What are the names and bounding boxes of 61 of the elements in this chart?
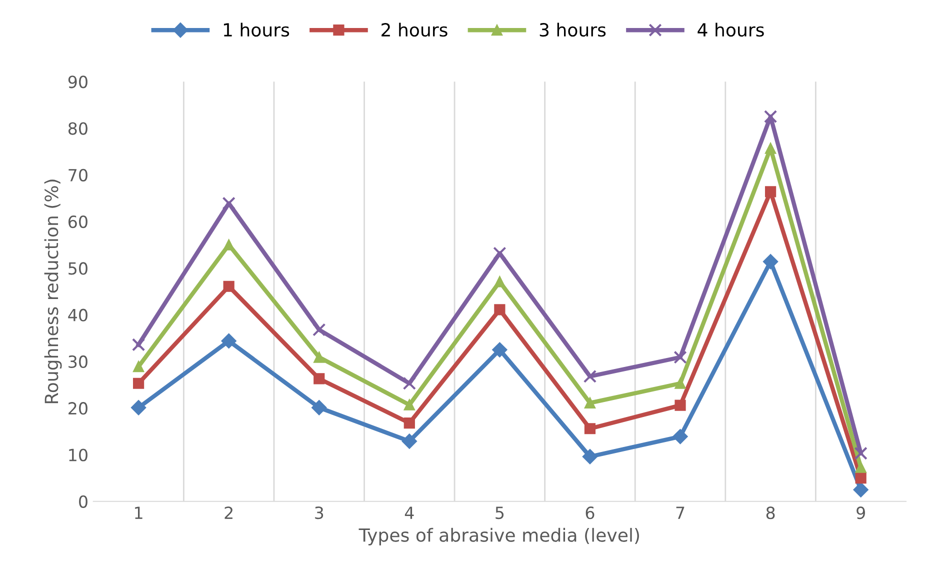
point xyxy=(494,276,506,288)
point xyxy=(312,323,326,336)
point xyxy=(854,446,868,460)
x-tick-label: 3 xyxy=(315,506,324,520)
y-axis-title: Roughness reduction (%) xyxy=(44,180,62,404)
legend-label: 4 hours xyxy=(698,22,764,37)
point xyxy=(223,280,234,292)
x-tick-label: 1 xyxy=(135,506,142,519)
y-tick-label: 30 xyxy=(68,355,88,368)
y-tick-label: 60 xyxy=(68,216,88,228)
point xyxy=(130,400,146,416)
point xyxy=(223,239,234,250)
x-tick-label: 2 xyxy=(224,506,232,519)
x-tick-label: 7 xyxy=(676,506,684,519)
point xyxy=(132,378,144,389)
point xyxy=(494,304,506,316)
point xyxy=(764,110,778,124)
y-tick-label: 70 xyxy=(68,168,88,182)
point xyxy=(853,482,868,498)
x-tick-label: 5 xyxy=(496,506,504,520)
point xyxy=(583,370,597,383)
x-tick-label: 6 xyxy=(586,506,594,520)
legend-label: 3 hours xyxy=(540,22,606,37)
point xyxy=(855,462,866,473)
y-tick-label: 20 xyxy=(68,402,88,415)
point xyxy=(764,142,776,154)
x-axis-title: Types of abrasive media (level) xyxy=(358,528,639,546)
point xyxy=(221,333,236,349)
point xyxy=(584,397,596,409)
y-tick-label: 90 xyxy=(68,76,88,88)
point xyxy=(674,350,687,364)
point xyxy=(674,378,686,389)
point xyxy=(674,400,686,411)
point xyxy=(314,352,325,363)
point xyxy=(312,400,327,416)
point xyxy=(582,449,598,464)
y-tick-label: 0 xyxy=(79,495,88,508)
point xyxy=(764,186,776,198)
legend-label: 2 hours xyxy=(382,22,448,37)
y-tick-label: 50 xyxy=(68,262,88,275)
x-tick-label: 8 xyxy=(766,506,775,520)
point xyxy=(402,434,417,449)
point xyxy=(762,254,778,270)
point xyxy=(314,373,325,384)
point xyxy=(492,342,508,358)
point xyxy=(222,196,236,210)
y-tick-label: 40 xyxy=(68,308,88,322)
point xyxy=(404,399,415,410)
point xyxy=(584,423,596,434)
point xyxy=(855,472,866,484)
x-tick-label: 9 xyxy=(856,506,865,520)
x-tick-label: 4 xyxy=(404,506,414,519)
legend-label: 1 hours xyxy=(224,22,290,37)
point xyxy=(402,376,416,390)
point xyxy=(672,428,688,444)
point xyxy=(493,246,506,260)
y-tick-label: 80 xyxy=(68,122,88,135)
point xyxy=(132,338,146,352)
y-tick-label: 10 xyxy=(69,448,88,462)
point xyxy=(132,361,144,372)
point xyxy=(404,417,415,429)
